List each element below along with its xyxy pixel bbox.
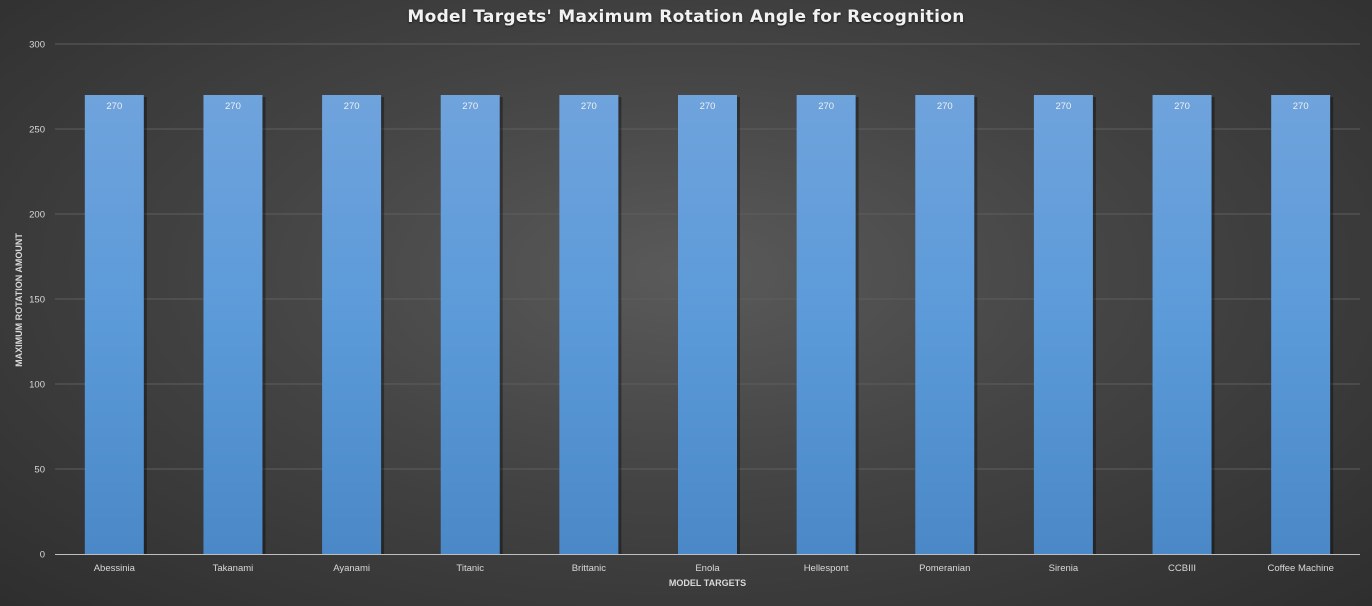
bar-abessinia xyxy=(84,95,144,554)
data-label: 270 xyxy=(1174,101,1190,112)
axes: 0 50 100 150 200 250 300 Abessinia Takanami Ayana… xyxy=(29,40,1360,574)
data-label: 270 xyxy=(1293,101,1309,112)
y-tick-label: 150 xyxy=(29,295,45,306)
x-tick-label: Takanami xyxy=(213,563,254,574)
data-label: 270 xyxy=(581,101,597,112)
data-label: 270 xyxy=(344,101,360,112)
x-tick-label: Abessinia xyxy=(94,563,136,574)
bar-sirenia xyxy=(1033,95,1093,554)
y-tick-label: 50 xyxy=(34,465,45,476)
data-label: 270 xyxy=(700,101,716,112)
x-tick-label: Titanic xyxy=(456,563,484,574)
data-label: 270 xyxy=(225,101,241,112)
chart-title: Model Targets' Maximum Rotation Angle fo… xyxy=(407,7,965,27)
y-tick-label: 250 xyxy=(29,125,45,136)
data-label: 270 xyxy=(818,101,834,112)
x-tick-label: Brittanic xyxy=(572,563,607,574)
bar-ccbiii xyxy=(1152,95,1212,554)
y-axis-title: MAXIMUM ROTATION AMOUNT xyxy=(14,233,24,367)
x-tick-label: Coffee Machine xyxy=(1267,563,1333,574)
bar-titanic xyxy=(440,95,500,554)
x-tick-label: Enola xyxy=(695,563,720,574)
bar-pomeranian xyxy=(915,95,975,554)
x-tick-label: Sirenia xyxy=(1049,563,1079,574)
x-tick-label: Hellespont xyxy=(804,563,849,574)
data-label: 270 xyxy=(1055,101,1071,112)
x-tick-label: CCBIII xyxy=(1168,563,1196,574)
bar-brittanic xyxy=(559,95,619,554)
y-tick-label: 300 xyxy=(29,40,45,51)
bar-enola xyxy=(678,95,737,554)
y-tick-label: 100 xyxy=(29,380,45,391)
y-tick-label: 0 xyxy=(40,550,45,561)
x-axis-title: MODEL TARGETS xyxy=(669,578,746,588)
data-label: 270 xyxy=(106,101,122,112)
bar-takanami xyxy=(203,95,263,554)
bar-hellespont xyxy=(796,95,856,554)
data-label: 270 xyxy=(937,101,953,112)
bar-coffee-machine xyxy=(1271,95,1331,554)
x-tick-label: Pomeranian xyxy=(919,563,970,574)
y-tick-label: 200 xyxy=(29,210,45,221)
bar-ayanami xyxy=(322,95,382,554)
x-tick-label: Ayanami xyxy=(333,563,370,574)
bars: 270 270 270 270 270 270 270 270 270 270 270 xyxy=(84,95,1334,554)
data-label: 270 xyxy=(462,101,478,112)
